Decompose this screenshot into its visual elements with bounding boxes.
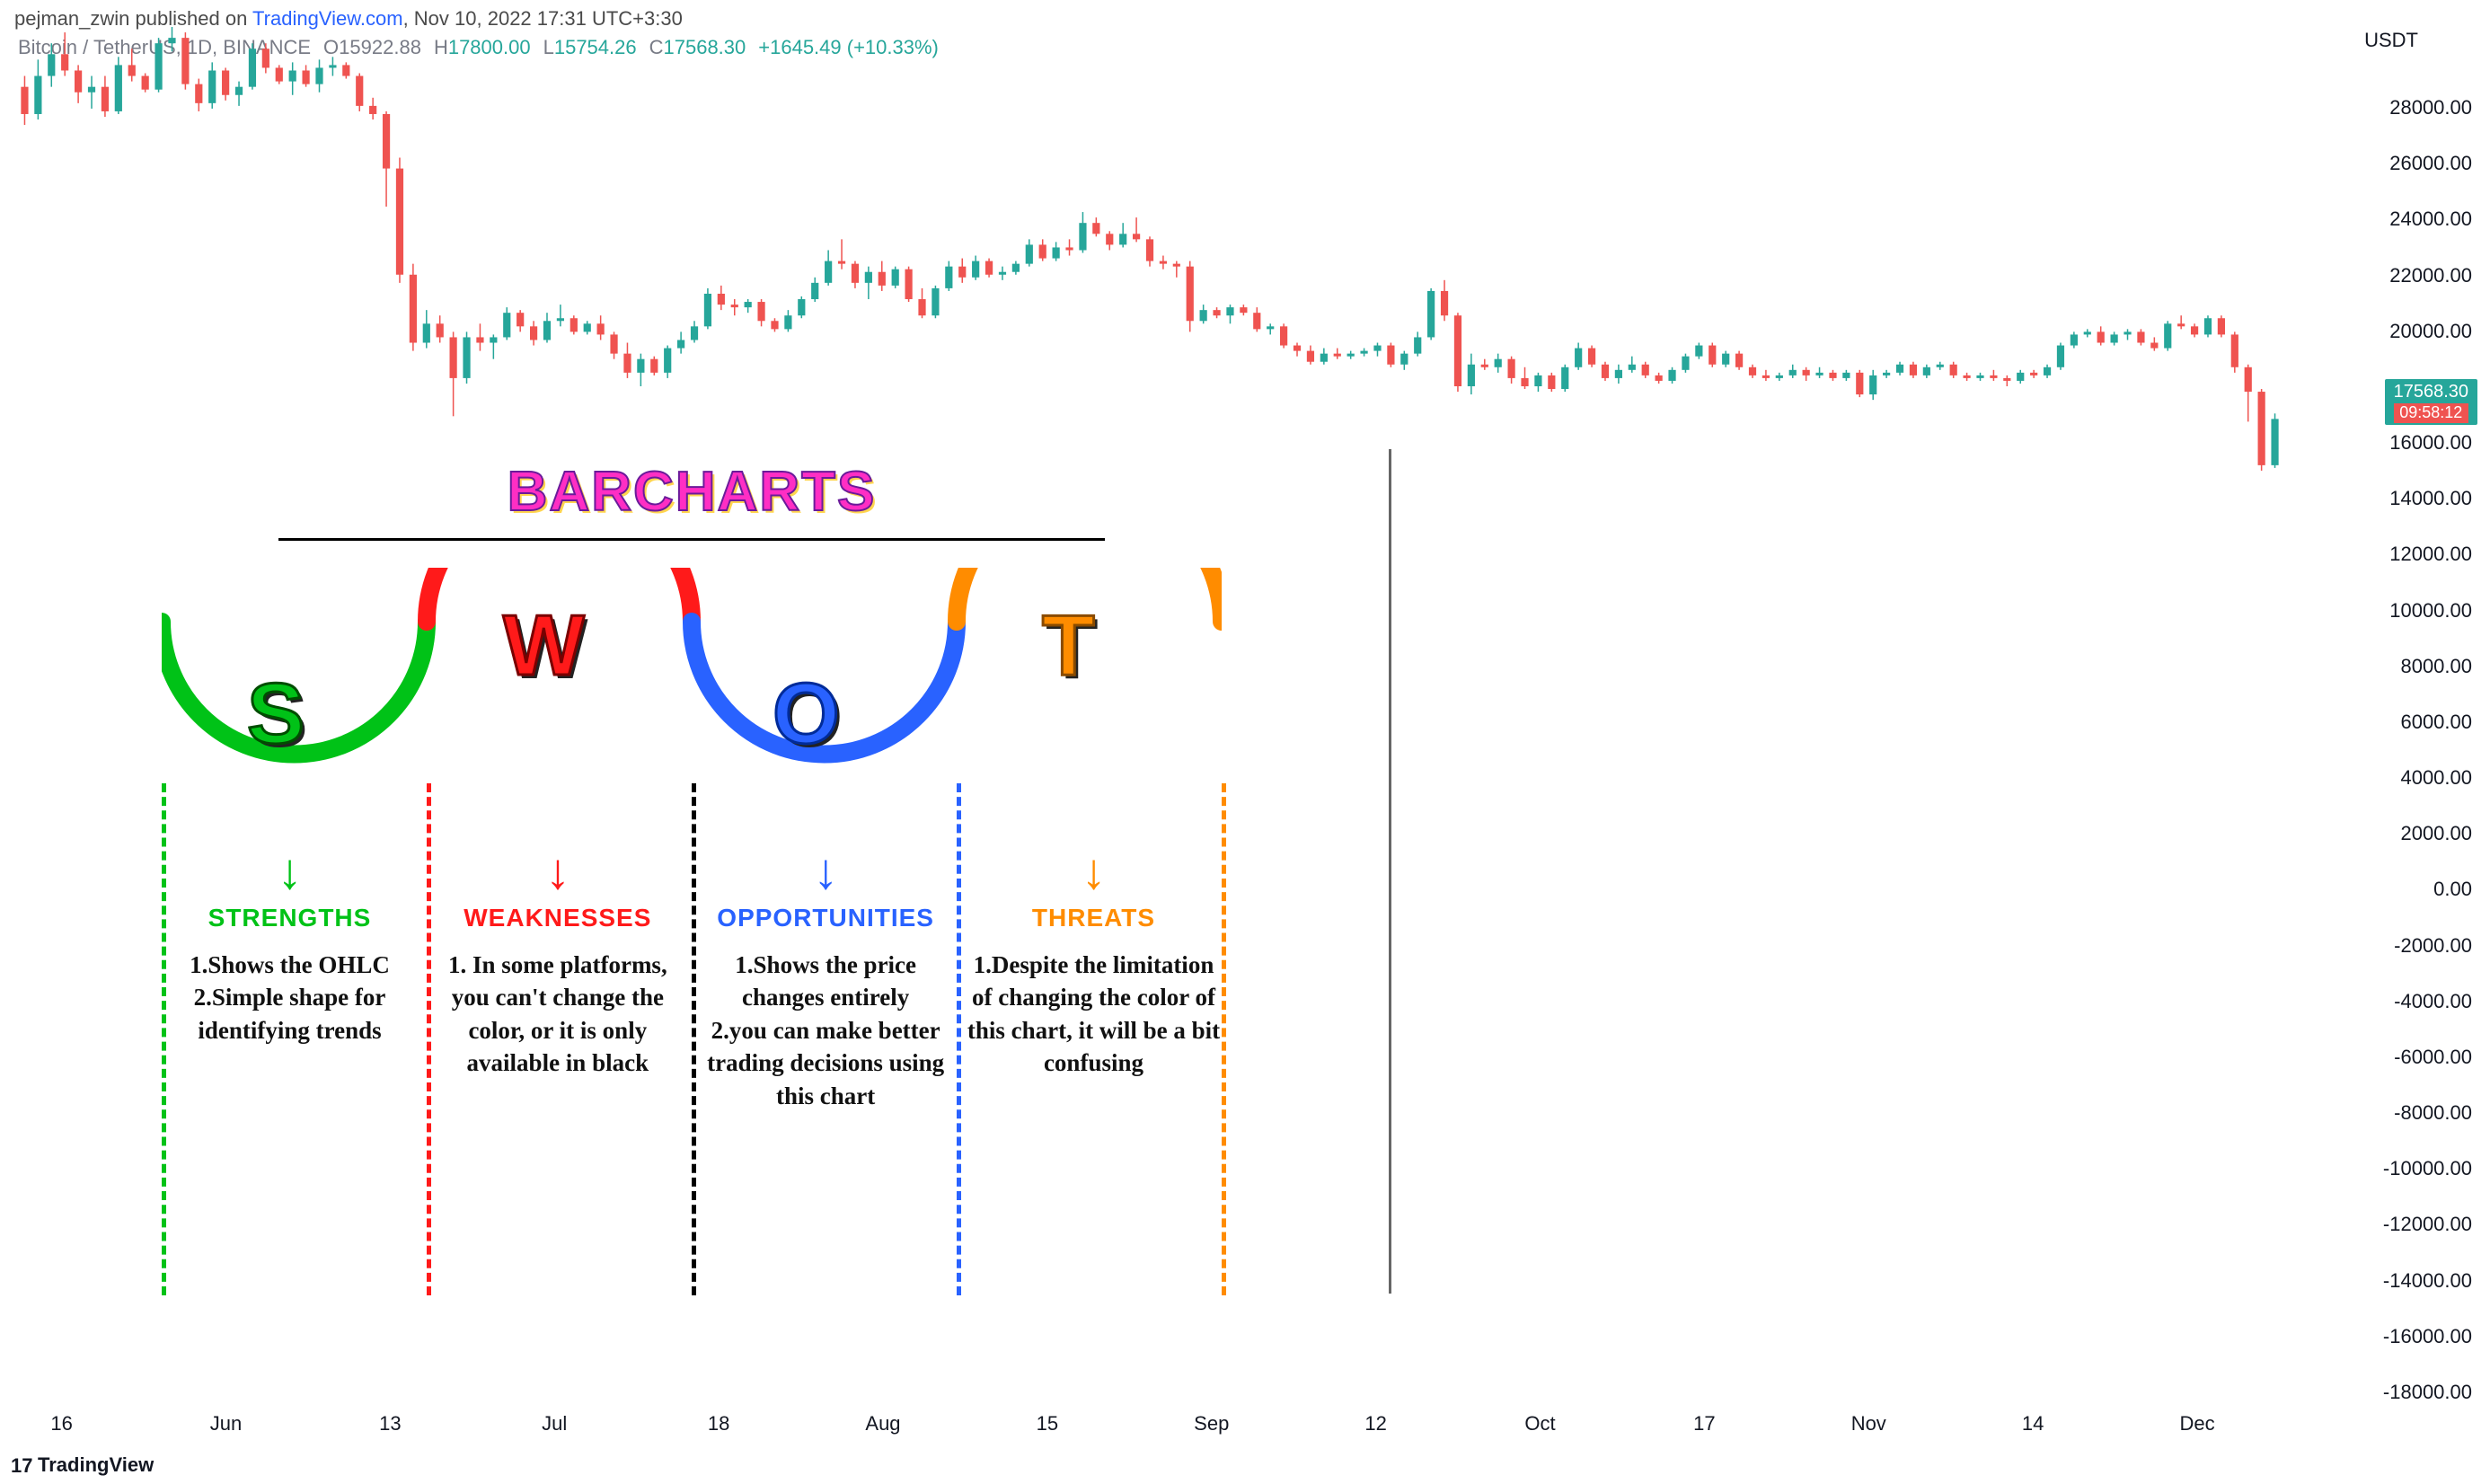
- swot-heading-threats: THREATS: [966, 904, 1222, 932]
- down-arrow-icon: ↓: [698, 846, 954, 897]
- swot-letter-s: S: [247, 665, 305, 764]
- y-tick: 28000.00: [2328, 96, 2472, 119]
- y-tick: -2000.00: [2328, 934, 2472, 958]
- y-tick: -6000.00: [2328, 1046, 2472, 1069]
- y-tick: 26000.00: [2328, 152, 2472, 175]
- y-tick: 10000.00: [2328, 599, 2472, 623]
- y-tick: 24000.00: [2328, 208, 2472, 231]
- swot-body-weaknesses: 1. In some platforms, you can't change t…: [429, 949, 685, 1080]
- swot-col-weaknesses: ↓ WEAKNESSES 1. In some platforms, you can…: [429, 846, 685, 1112]
- x-tick: 16: [50, 1412, 72, 1435]
- swot-heading-strengths: STRENGTHS: [162, 904, 418, 932]
- x-tick: Nov: [1851, 1412, 1886, 1435]
- swot-body-opportunities: 1.Shows the price changes entirely2.you …: [698, 949, 954, 1112]
- y-axis: 28000.00 26000.00 24000.00 22000.00 20000.00…: [2310, 27, 2490, 1401]
- x-tick: 18: [708, 1412, 729, 1435]
- tradingview-logo-icon: 17: [11, 1454, 32, 1476]
- swot-col-opportunities: ↓ OPPORTUNITIES 1.Shows the price changes …: [698, 846, 954, 1112]
- x-tick: Jun: [210, 1412, 242, 1435]
- swot-letter-t: T: [1042, 596, 1095, 695]
- y-tick: -18000.00: [2328, 1381, 2472, 1404]
- x-tick: Aug: [865, 1412, 900, 1435]
- swot-body-threats: 1.Despite the limitation of changing the…: [966, 949, 1222, 1080]
- y-tick: -16000.00: [2328, 1325, 2472, 1348]
- x-tick: 15: [1037, 1412, 1058, 1435]
- swot-col-strengths: ↓ STRENGTHS 1.Shows the OHLC2.Simple shape…: [162, 846, 418, 1112]
- x-tick: Dec: [2179, 1412, 2214, 1435]
- price-badge: 17568.30 09:58:12: [2385, 379, 2477, 425]
- y-tick: 6000.00: [2328, 711, 2472, 734]
- y-tick: 2000.00: [2328, 822, 2472, 845]
- price-badge-timer: 09:58:12: [2394, 403, 2468, 423]
- swot-body-strengths: 1.Shows the OHLC2.Simple shape for ident…: [162, 949, 418, 1047]
- x-tick: 13: [379, 1412, 401, 1435]
- x-tick: 14: [2022, 1412, 2044, 1435]
- x-tick: Sep: [1194, 1412, 1229, 1435]
- swot-heading-weaknesses: WEAKNESSES: [429, 904, 685, 932]
- y-tick: -4000.00: [2328, 990, 2472, 1013]
- y-tick: 8000.00: [2328, 655, 2472, 678]
- swot-col-threats: ↓ THREATS 1.Despite the limitation of chan…: [966, 846, 1222, 1112]
- y-tick: -12000.00: [2328, 1213, 2472, 1236]
- x-tick: 12: [1364, 1412, 1386, 1435]
- y-tick: -10000.00: [2328, 1157, 2472, 1180]
- y-tick: 22000.00: [2328, 264, 2472, 287]
- down-arrow-icon: ↓: [429, 846, 685, 897]
- x-tick: Jul: [542, 1412, 567, 1435]
- swot-letter-w: W: [503, 596, 585, 695]
- swot-heading-opportunities: OPPORTUNITIES: [698, 904, 954, 932]
- tradingview-watermark[interactable]: 17 TradingView: [11, 1453, 154, 1477]
- y-tick: 14000.00: [2328, 487, 2472, 510]
- candlestick-chart[interactable]: [18, 27, 2282, 476]
- x-axis: 16 Jun 13 Jul 18 Aug 15 Sep 12 Oct 17 Nov 14 Dec: [0, 1412, 2282, 1448]
- x-tick: 17: [1693, 1412, 1715, 1435]
- y-tick: -8000.00: [2328, 1101, 2472, 1125]
- y-tick: 4000.00: [2328, 766, 2472, 790]
- swot-letter-o: O: [773, 665, 840, 764]
- swot-title: BARCHARTS: [508, 460, 877, 524]
- y-tick: 16000.00: [2328, 431, 2472, 455]
- y-tick: 12000.00: [2328, 543, 2472, 566]
- price-badge-value: 17568.30: [2394, 381, 2468, 402]
- swot-dash-line: [1222, 783, 1226, 1295]
- down-arrow-icon: ↓: [162, 846, 418, 897]
- down-arrow-icon: ↓: [966, 846, 1222, 897]
- y-tick: 20000.00: [2328, 320, 2472, 343]
- x-tick: Oct: [1524, 1412, 1555, 1435]
- swot-columns: ↓ STRENGTHS 1.Shows the OHLC2.Simple shape…: [162, 846, 1222, 1112]
- swot-divider: [278, 538, 1105, 541]
- swot-infographic: BARCHARTS S W O T ↓ STRENGTHS 1.Shows the …: [126, 460, 1258, 1322]
- y-tick: 0.00: [2328, 878, 2472, 901]
- y-tick: -14000.00: [2328, 1269, 2472, 1293]
- current-time-line: [1389, 449, 1391, 1294]
- watermark-text: TradingView: [38, 1453, 154, 1477]
